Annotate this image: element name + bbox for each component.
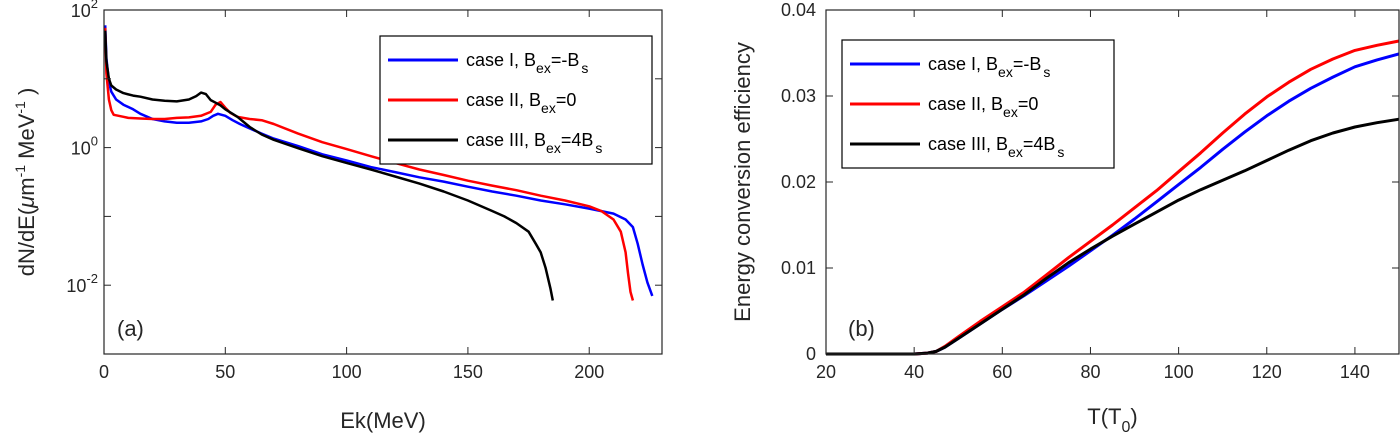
a-series-line-3	[103, 30, 555, 301]
a-xtick-label: 150	[453, 362, 483, 382]
b-ytick-label: 0	[806, 344, 816, 364]
a-axes-frame	[103, 9, 663, 355]
b-xtick-label: 20	[816, 362, 836, 382]
a-series-line-2	[103, 27, 635, 301]
b-xtick-label: 120	[1252, 362, 1282, 382]
panel-b: 20 40 60 80 100 120 140 0 0.01 0.02 0.03 0.04 T(T0) E…	[730, 0, 1400, 436]
b-panel-label: (b)	[848, 316, 875, 341]
a-legend-label-2: case II, Bex=0	[466, 90, 576, 116]
b-legend-label-2: case II, Bex=0	[928, 94, 1038, 120]
b-xtick-label: 140	[1340, 362, 1370, 382]
b-x-axis-label: T(T0)	[1087, 404, 1137, 436]
b-xtick-label: 60	[992, 362, 1012, 382]
a-panel-label: (a)	[117, 316, 144, 341]
a-legend-label-3: case III, Bex=4B s	[466, 130, 602, 156]
b-ytick-label: 0.02	[781, 172, 816, 192]
a-xtick-label: 200	[574, 362, 604, 382]
a-xtick-label: 100	[332, 362, 362, 382]
a-ytick-label: 100	[71, 134, 98, 159]
b-legend-label-3: case III, Bex=4B s	[928, 134, 1064, 160]
a-xtick-label: 0	[99, 362, 109, 382]
b-ytick-label: 0.04	[781, 0, 816, 20]
panel-a: 0 50 100 150 200 10-2 100 102 Ek(MeV) dN/dE(μm-1 …	[12, 0, 663, 433]
a-legend-label-1: case I, Bex=-B s	[466, 50, 588, 76]
b-xtick-label: 80	[1080, 362, 1100, 382]
a-y-axis-label: dN/dE(μm-1 MeV-1 )	[12, 88, 39, 277]
a-x-axis-label: Ek(MeV)	[340, 408, 426, 433]
b-xtick-label: 40	[904, 362, 924, 382]
b-ytick-label: 0.03	[781, 86, 816, 106]
b-legend-label-1: case I, Bex=-B s	[928, 54, 1050, 80]
a-ytick-label: 10-2	[66, 271, 98, 296]
b-xtick-label: 100	[1164, 362, 1194, 382]
a-xtick-label: 50	[215, 362, 235, 382]
b-series-line-3	[826, 117, 1400, 356]
a-ytick-label: 102	[71, 0, 98, 21]
b-ytick-label: 0.01	[781, 258, 816, 278]
b-y-axis-label: Energy conversion efficiency	[730, 42, 755, 322]
